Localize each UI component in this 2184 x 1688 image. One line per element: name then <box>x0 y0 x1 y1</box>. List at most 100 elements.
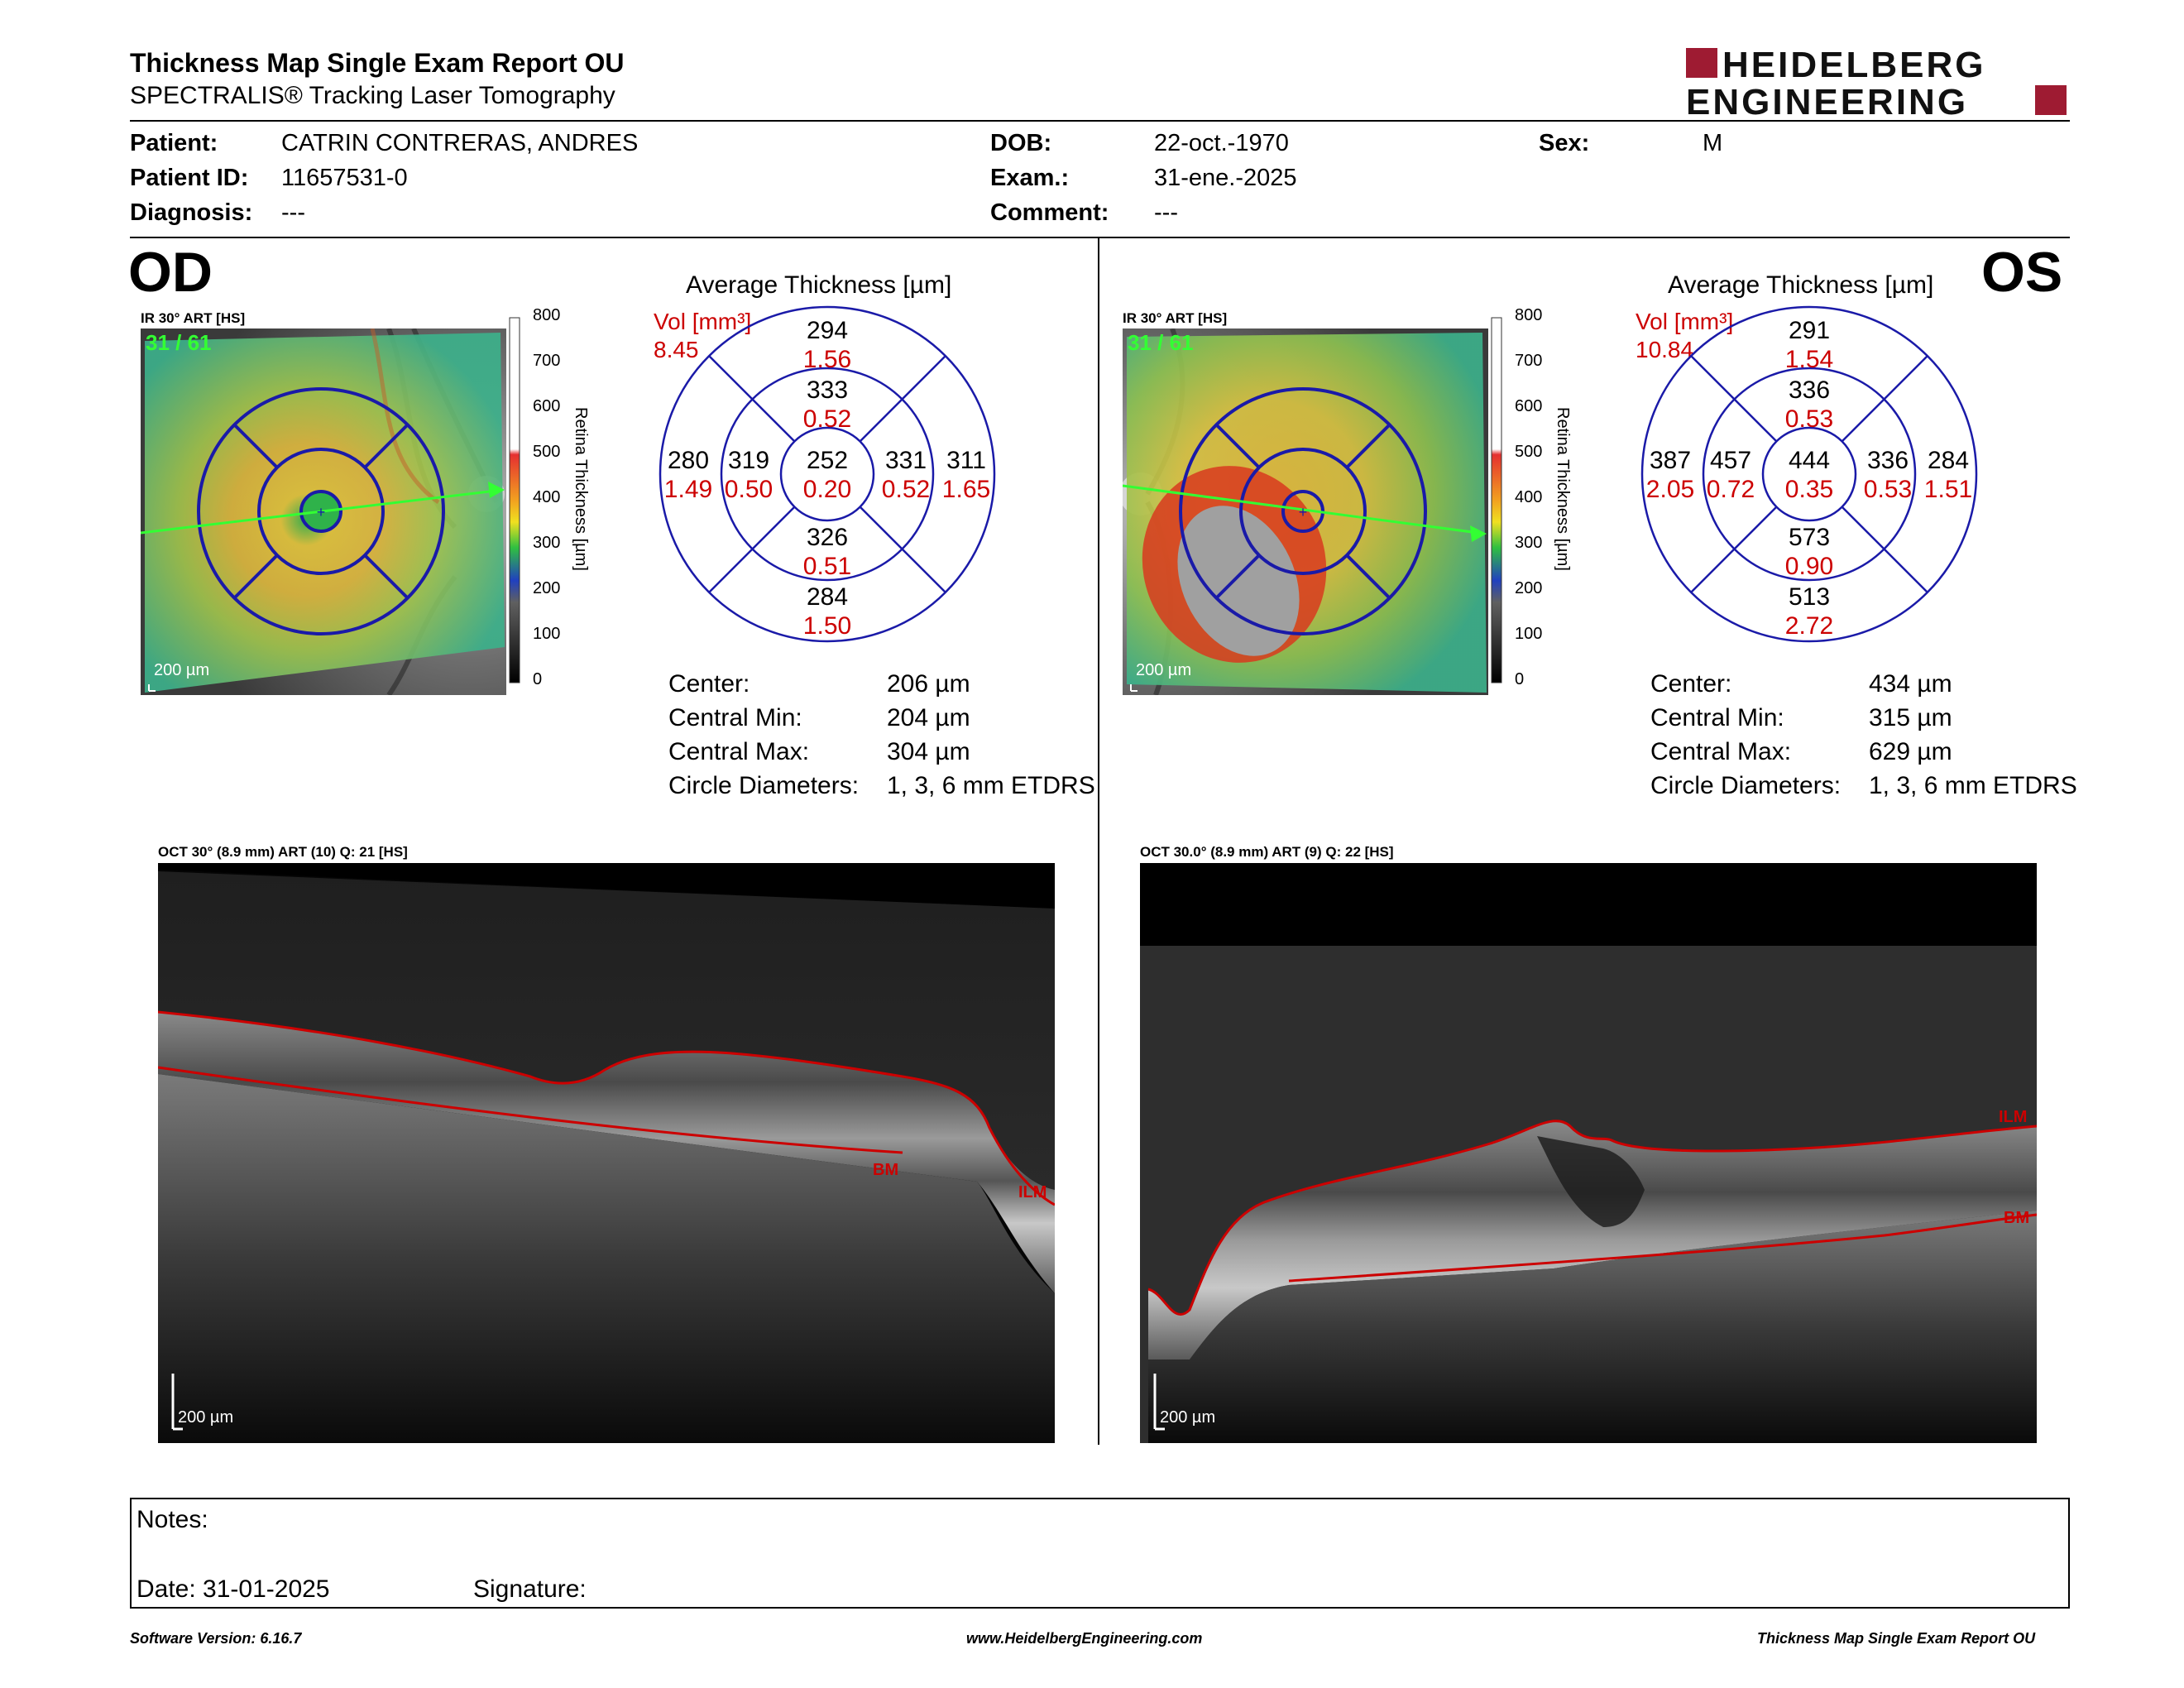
os-outer-right-thickness: 284 <box>1928 447 1969 474</box>
os-inner-inf-volume: 0.90 <box>1785 553 1833 580</box>
od-stat-min-label: Central Min: <box>668 704 802 731</box>
os-inner-inf-thickness: 573 <box>1789 524 1830 551</box>
os-stat-min-value: 315 µm <box>1869 704 1952 731</box>
patient-name: CATRIN CONTRERAS, ANDRES <box>281 130 639 156</box>
os-oct-scale: 200 µm <box>1160 1408 1215 1427</box>
os-stat-diam-value: 1, 3, 6 mm ETDRS <box>1869 772 2077 799</box>
os-colorbar-title: Retina Thickness [µm] <box>1554 407 1572 571</box>
od-stat-diam-value: 1, 3, 6 mm ETDRS <box>887 772 1095 799</box>
svg-text:+: + <box>317 504 326 520</box>
os-ir-scale: 200 µm <box>1136 661 1191 679</box>
os-center-volume: 0.35 <box>1785 476 1833 503</box>
os-stat-min-label: Central Min: <box>1650 704 1784 731</box>
od-etdrs-grid: 294 1.56 333 0.52 252 0.20 319 0.50 331 … <box>658 305 997 644</box>
heidelberg-logo: HEIDELBERG ENGINEERING <box>1686 45 2067 122</box>
od-vol-total: 8.45 <box>654 337 699 362</box>
os-outer-inf-volume: 2.72 <box>1785 612 1833 640</box>
os-inner-right-thickness: 336 <box>1867 447 1909 474</box>
od-colorbar-ticks: 800 700 600 500 400 300 200 100 0 <box>533 306 561 688</box>
svg-text:ENGINEERING: ENGINEERING <box>1686 82 1968 117</box>
od-inner-inf-thickness: 326 <box>807 524 848 551</box>
dob: 22-oct.-1970 <box>1154 130 1289 156</box>
od-outer-right-thickness: 311 <box>946 447 986 474</box>
od-center-volume: 0.20 <box>803 476 851 503</box>
od-avg-title: Average Thickness [µm] <box>686 271 952 299</box>
os-stat-diam-label: Circle Diameters: <box>1650 772 1842 799</box>
od-ir-scale: 200 µm <box>154 661 209 679</box>
os-vol-label: Vol [mm³] <box>1636 309 1734 334</box>
od-outer-left-thickness: 280 <box>668 447 709 474</box>
od-inner-right-volume: 0.52 <box>882 476 930 503</box>
od-center-thickness: 252 <box>807 447 848 474</box>
od-oct-scale: 200 µm <box>178 1408 233 1427</box>
od-inner-left-volume: 0.50 <box>725 476 773 503</box>
od-stat-center-label: Center: <box>668 670 750 698</box>
os-inner-left-thickness: 457 <box>1710 447 1751 474</box>
os-avg-title: Average Thickness [µm] <box>1668 271 1934 299</box>
notes-date: Date: 31-01-2025 <box>136 1575 330 1603</box>
os-vol-total: 10.84 <box>1636 337 1694 362</box>
od-stat-diam-label: Circle Diameters: <box>668 772 860 799</box>
exam-label: Exam.: <box>990 165 1070 191</box>
od-ir-caption: IR 30° ART [HS] <box>141 310 246 326</box>
od-colorbar <box>509 317 520 683</box>
patient-id-label: Patient ID: <box>130 165 249 191</box>
notes-box[interactable]: Notes: Date: 31-01-2025 Signature: <box>130 1498 2070 1609</box>
footer-report-name: Thickness Map Single Exam Report OU <box>1757 1630 2036 1647</box>
od-outer-right-volume: 1.65 <box>942 476 990 503</box>
sex-label: Sex: <box>1539 130 1590 156</box>
report-title: Thickness Map Single Exam Report OU <box>130 48 625 78</box>
os-oct-bscan: ILM BM 200 µm <box>1140 863 2037 1443</box>
od-inner-left-thickness: 319 <box>728 447 769 474</box>
od-stat-max-label: Central Max: <box>668 738 810 765</box>
os-etdrs-grid: 291 1.54 336 0.53 444 0.35 457 0.72 336 … <box>1640 305 1979 644</box>
patient-id: 11657531-0 <box>281 165 408 191</box>
od-inner-sup-thickness: 333 <box>807 376 848 404</box>
os-inner-sup-volume: 0.53 <box>1785 405 1833 433</box>
os-inner-sup-thickness: 336 <box>1789 376 1830 404</box>
os-outer-sup-volume: 1.54 <box>1785 346 1833 373</box>
os-outer-sup-thickness: 291 <box>1789 317 1830 344</box>
os-frame-label: 31 / 61 <box>1128 330 1194 355</box>
footer-website[interactable]: www.HeidelbergEngineering.com <box>966 1630 1203 1647</box>
od-outer-left-volume: 1.49 <box>664 476 712 503</box>
footer-software-version: Software Version: 6.16.7 <box>130 1630 302 1647</box>
os-stat-max-value: 629 µm <box>1869 738 1952 765</box>
od-stat-center-value: 206 µm <box>887 670 970 698</box>
os-outer-left-volume: 2.05 <box>1646 476 1694 503</box>
diagnosis-label: Diagnosis: <box>130 199 253 226</box>
od-outer-sup-volume: 1.56 <box>803 346 851 373</box>
os-bm-label: BM <box>2004 1209 2029 1227</box>
os-outer-left-thickness: 387 <box>1650 447 1691 474</box>
os-ir-thickness-map: + 31 / 61 200 µm <box>1123 328 1488 695</box>
notes-label: Notes: <box>136 1506 208 1533</box>
od-inner-sup-volume: 0.52 <box>803 405 851 433</box>
os-stat-center-value: 434 µm <box>1869 670 1952 698</box>
od-inner-inf-volume: 0.51 <box>803 553 851 580</box>
notes-signature: Signature: <box>473 1575 587 1603</box>
comment: --- <box>1154 199 1178 226</box>
exam-date: 31-ene.-2025 <box>1154 165 1297 191</box>
od-colorbar-title: Retina Thickness [µm] <box>572 407 590 571</box>
od-frame-label: 31 / 61 <box>146 330 212 355</box>
os-inner-right-volume: 0.53 <box>1864 476 1912 503</box>
od-ir-thickness-map: + 31 / 61 200 µm <box>141 328 506 695</box>
svg-text:HEIDELBERG: HEIDELBERG <box>1722 46 1985 85</box>
os-inner-left-volume: 0.72 <box>1707 476 1755 503</box>
diagnosis: --- <box>281 199 305 226</box>
od-oct-bscan: BM ILM 200 µm <box>158 863 1055 1443</box>
sex: M <box>1703 130 1723 156</box>
os-outer-right-volume: 1.51 <box>1924 476 1972 503</box>
os-stat-max-label: Central Max: <box>1650 738 1792 765</box>
od-stat-min-value: 204 µm <box>887 704 970 731</box>
od-oct-caption: OCT 30° (8.9 mm) ART (10) Q: 21 [HS] <box>158 844 408 860</box>
os-ilm-label: ILM <box>1999 1108 2027 1126</box>
dob-label: DOB: <box>990 130 1052 156</box>
os-colorbar-ticks: 800 700 600 500 400 300 200 100 0 <box>1515 306 1543 688</box>
report-subtitle: SPECTRALIS® Tracking Laser Tomography <box>130 82 615 109</box>
od-outer-inf-thickness: 284 <box>807 583 848 611</box>
od-eye-label: OD <box>128 241 213 304</box>
os-eye-label: OS <box>1981 241 2063 304</box>
os-oct-caption: OCT 30.0° (8.9 mm) ART (9) Q: 22 [HS] <box>1140 844 1394 860</box>
os-ir-caption: IR 30° ART [HS] <box>1123 310 1228 326</box>
